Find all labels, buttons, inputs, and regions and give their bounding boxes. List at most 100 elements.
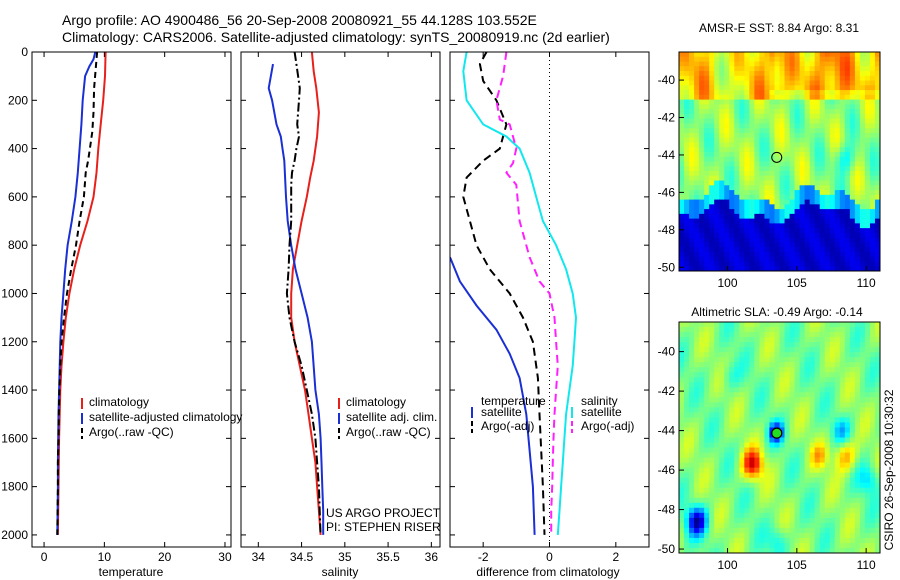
map-cell [699, 477, 705, 484]
map-cell [844, 52, 851, 58]
map-cell [719, 71, 725, 77]
map-cell [864, 362, 871, 368]
map-cell [699, 166, 705, 172]
map-cell [719, 447, 725, 454]
map-cell [754, 422, 761, 429]
map-cell [749, 337, 755, 343]
map-cell [749, 527, 755, 534]
map-cell [789, 377, 796, 383]
map-cell [839, 132, 846, 139]
map-cell [859, 522, 866, 529]
map-cell [729, 332, 735, 338]
map-cell [839, 452, 846, 459]
map-cell [869, 362, 876, 368]
map-cell [689, 109, 695, 115]
map-cell [784, 209, 791, 215]
map-cell [774, 237, 781, 244]
map-cell [809, 118, 816, 125]
map-cell [779, 342, 786, 348]
map-cell [789, 232, 796, 239]
map-cell [769, 94, 776, 101]
map-cell [744, 99, 750, 105]
map-cell [784, 477, 791, 484]
map-cell [779, 109, 786, 115]
map-cell [744, 90, 750, 96]
map-cell [829, 397, 836, 403]
map-cell [804, 247, 811, 253]
map-cell [784, 402, 791, 408]
map-cell [849, 261, 856, 267]
map-cell [679, 99, 685, 105]
map-cell [829, 487, 836, 494]
map-cell [869, 372, 876, 378]
map-cell [824, 180, 831, 186]
map-cell [719, 327, 725, 333]
map-cell [744, 80, 750, 86]
map-cell [684, 542, 690, 549]
map-cell [774, 232, 781, 239]
map-cell [784, 56, 791, 63]
map-cell [834, 487, 841, 494]
map-cell [819, 427, 826, 434]
legend-label-temp-argo: Argo(-adj) [481, 419, 534, 433]
map-cell [864, 85, 871, 91]
map-cell [744, 194, 750, 201]
map-cell [874, 537, 880, 544]
map-cell [874, 472, 880, 479]
map-cell [729, 542, 735, 549]
map-cell [759, 209, 766, 215]
map-cell [774, 256, 781, 263]
map-cell [734, 261, 740, 267]
map-cell [809, 175, 816, 182]
map-cell [739, 209, 745, 215]
map-cell [824, 447, 831, 454]
map-cell [864, 266, 871, 271]
map-cell [699, 542, 705, 549]
map-cell [864, 190, 871, 196]
map-cell [739, 482, 745, 489]
map-cell [694, 382, 700, 388]
map-cell [824, 452, 831, 459]
map-cell [729, 487, 735, 494]
map-cell [809, 377, 816, 383]
map-cell [804, 99, 811, 105]
map-cell [779, 387, 786, 393]
map-cell [844, 487, 851, 494]
map-cell [809, 61, 816, 67]
map-cell [764, 407, 771, 413]
map-cell [729, 180, 735, 186]
map-cell [724, 487, 730, 494]
map-cell [749, 472, 755, 479]
map-cell [699, 437, 705, 444]
map-cell [749, 452, 755, 459]
map-cell [764, 171, 771, 177]
map-cell [729, 171, 735, 177]
map-cell [724, 66, 730, 72]
map-cell [754, 387, 761, 393]
map-cell [799, 487, 806, 494]
salinity-xlabel: salinity [322, 565, 359, 579]
map-cell [759, 142, 766, 148]
map-cell [714, 247, 720, 253]
map-cell [699, 223, 705, 229]
map-cell [699, 522, 705, 529]
map-cell [789, 547, 796, 553]
map-cell [684, 537, 690, 544]
map-cell [764, 132, 771, 139]
map-cell [779, 377, 786, 383]
map-cell [819, 94, 826, 101]
map-cell [684, 397, 690, 403]
map-cell [809, 171, 816, 177]
map-cell [694, 147, 700, 153]
map-cell [754, 372, 761, 378]
map-cell [874, 417, 880, 424]
map-cell [799, 342, 806, 348]
map-cell [774, 472, 781, 479]
map-cell [764, 482, 771, 489]
map-cell [809, 367, 816, 373]
map-cell [699, 151, 705, 158]
map-cell [749, 75, 755, 82]
map-cell [694, 417, 700, 424]
map-cell [834, 522, 841, 529]
map-cell [759, 113, 766, 120]
